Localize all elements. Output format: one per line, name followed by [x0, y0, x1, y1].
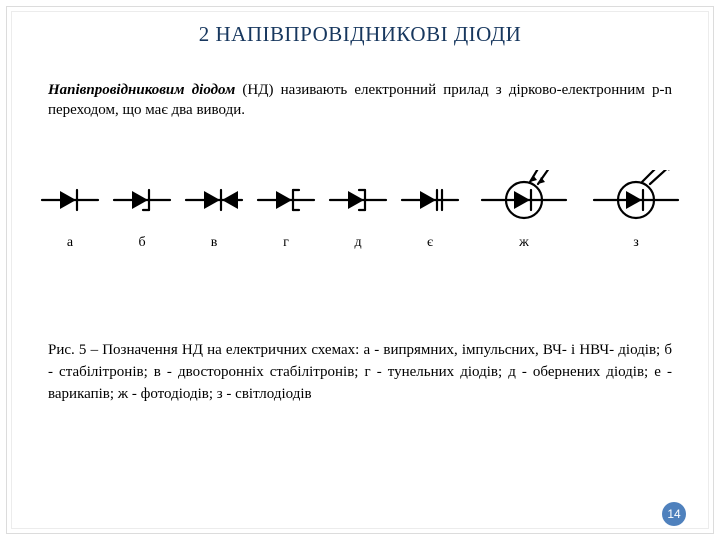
intro-term: Напівпровідниковим діодом — [48, 82, 235, 98]
intro-paragraph: Напівпровідниковим діодом (НД) називають… — [48, 80, 672, 121]
svg-text:а: а — [67, 235, 74, 250]
page-number-badge: 14 — [662, 502, 686, 526]
svg-text:г: г — [283, 235, 289, 250]
page-title: 2 НАПІВПРОВІДНИКОВІ ДІОДИ — [0, 22, 720, 47]
figure-caption: Рис. 5 – Позначення НД на електричних сх… — [48, 340, 672, 405]
svg-text:є: є — [427, 235, 433, 250]
svg-text:б: б — [138, 235, 145, 250]
svg-text:з: з — [633, 235, 639, 250]
svg-text:д: д — [354, 235, 361, 250]
svg-text:ж: ж — [518, 235, 529, 250]
svg-text:в: в — [211, 235, 218, 250]
diode-symbols-diagram: абвгдєжз — [34, 170, 686, 290]
